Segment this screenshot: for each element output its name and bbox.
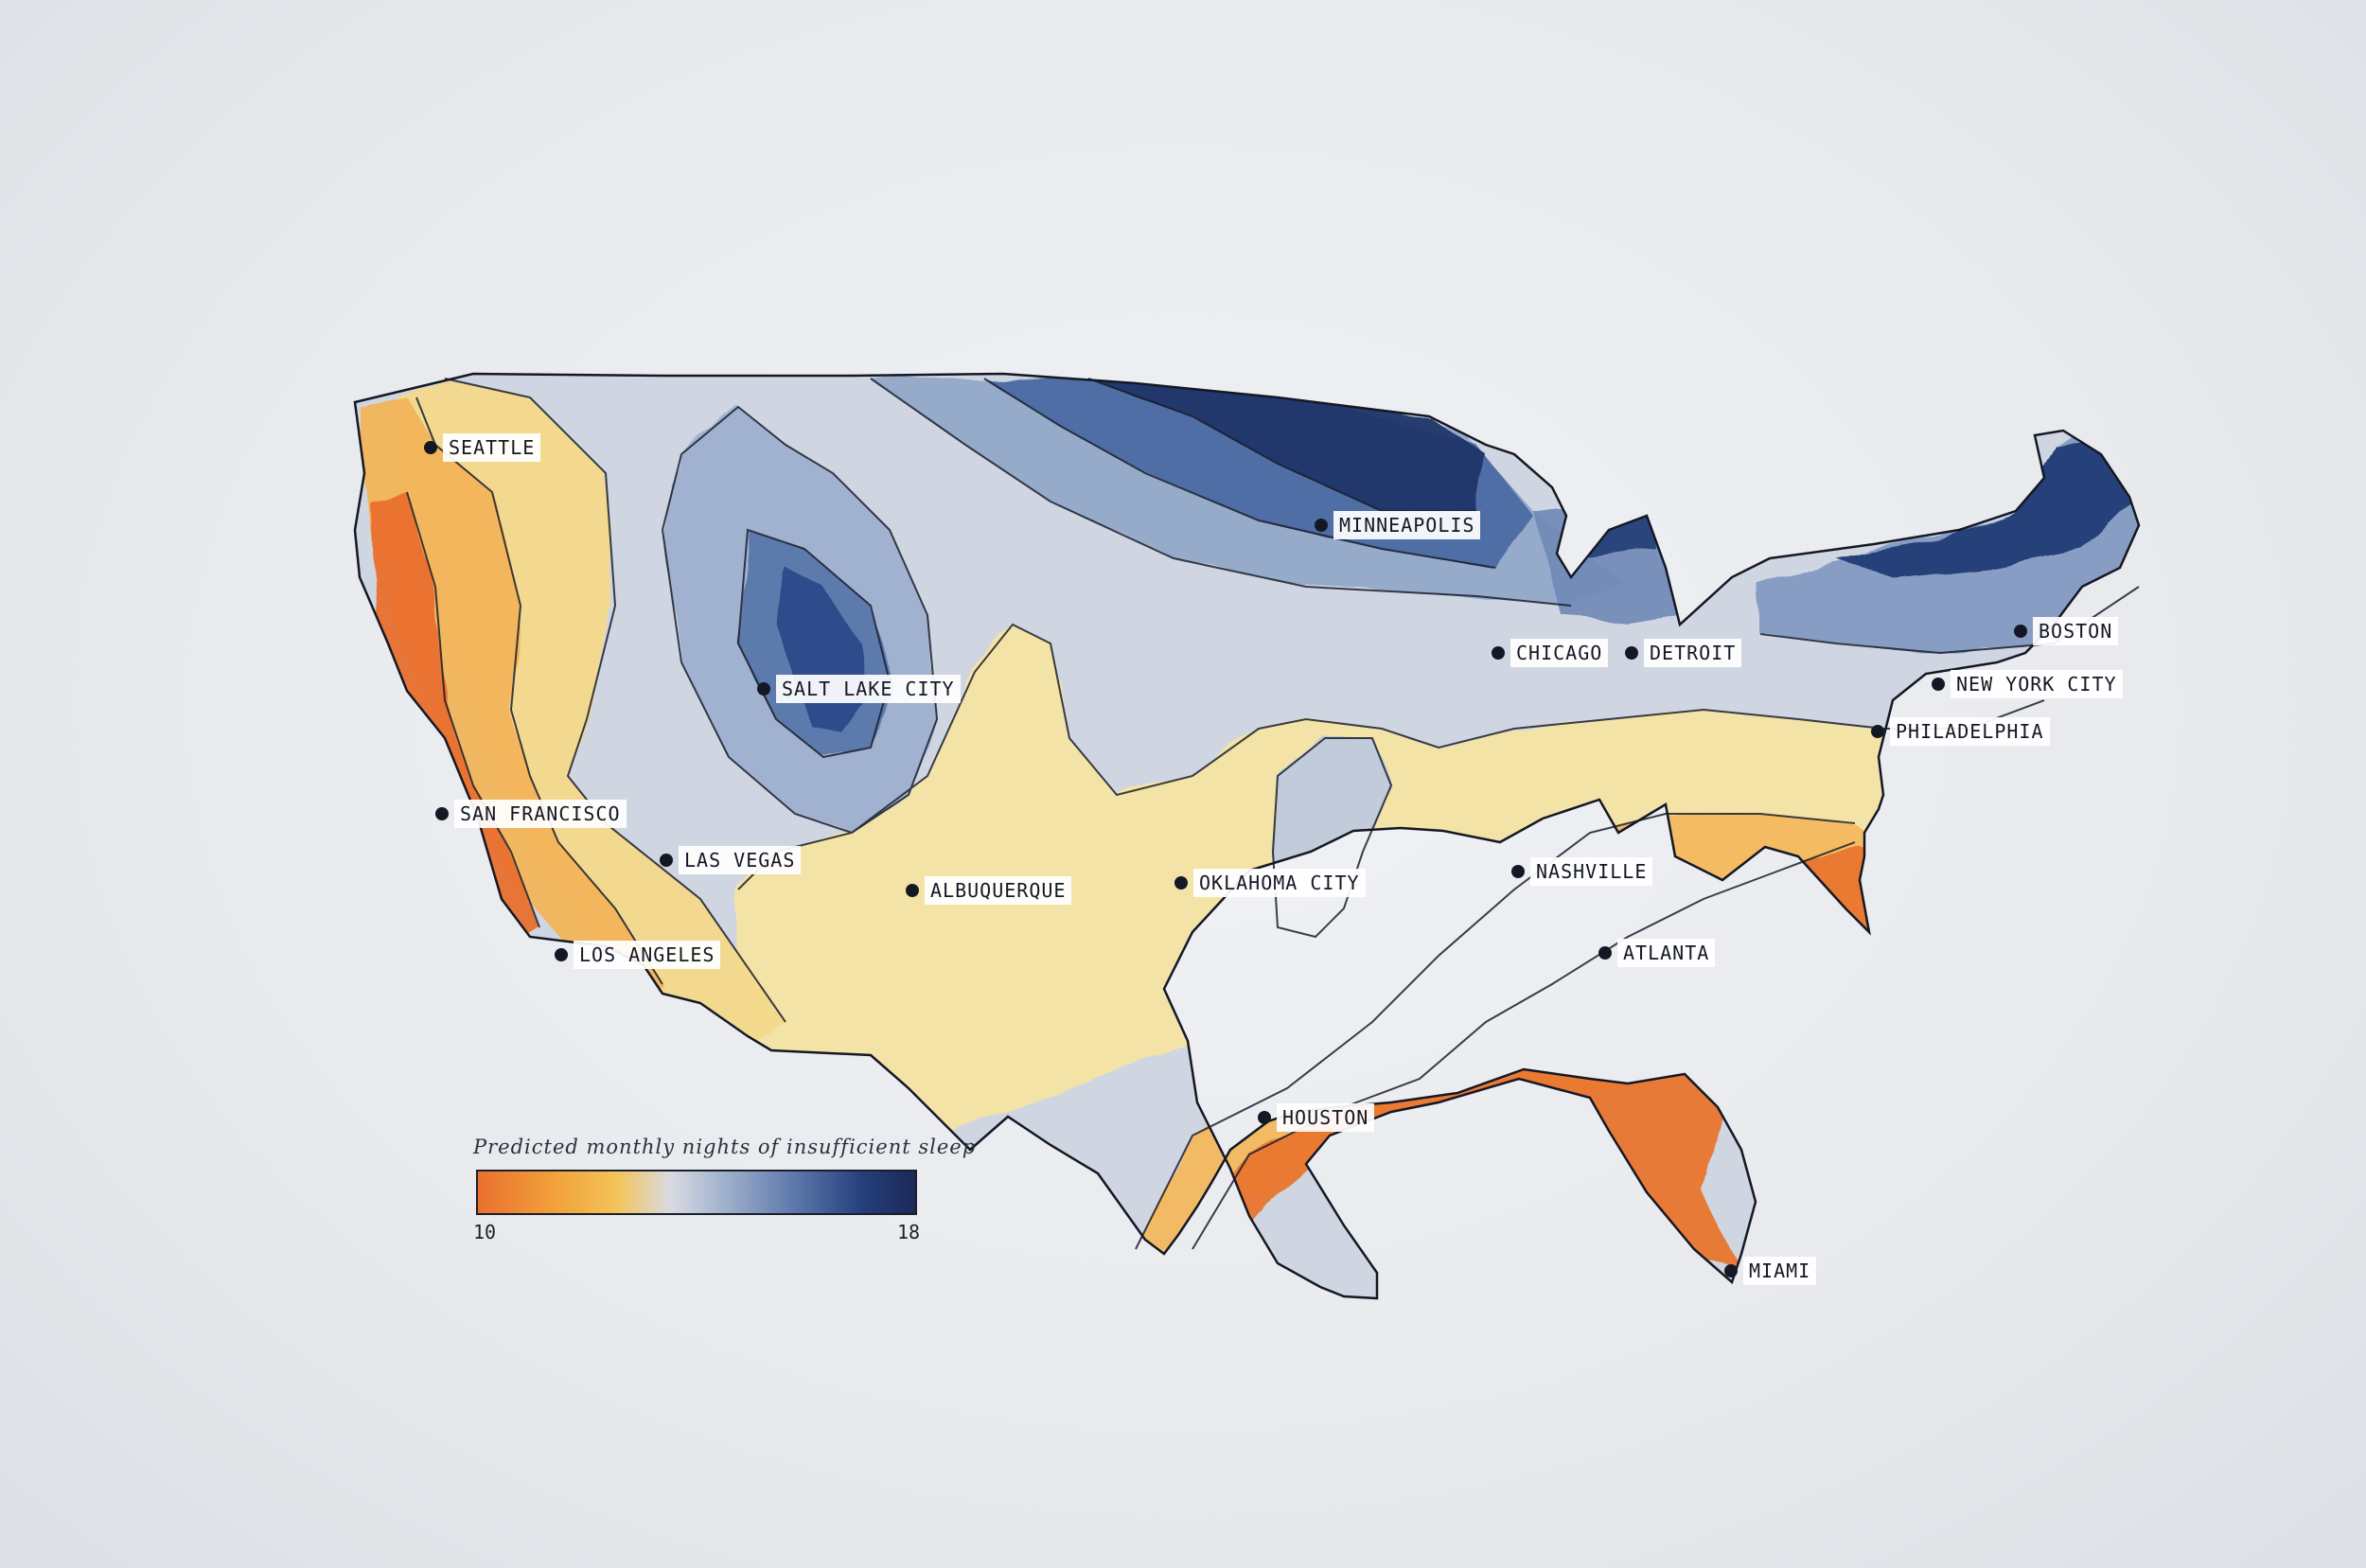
city-dot-icon [555,948,568,961]
city-label: CHICAGO [1510,639,1609,667]
city-marker-las-vegas[interactable]: LAS VEGAS [660,846,802,874]
city-marker-seattle[interactable]: SEATTLE [424,433,541,462]
city-marker-nashville[interactable]: NASHVILLE [1511,857,1653,886]
city-marker-san-francisco[interactable]: SAN FRANCISCO [435,800,627,828]
city-marker-miami[interactable]: MIAMI [1724,1257,1817,1285]
city-dot-icon [1598,946,1612,960]
city-label: BOSTON [2033,617,2119,645]
legend-color-scale [476,1170,917,1215]
city-label: LOS ANGELES [574,941,721,969]
city-dot-icon [1315,519,1328,532]
city-label: NEW YORK CITY [1951,670,2123,698]
city-marker-chicago[interactable]: CHICAGO [1492,639,1609,667]
city-dot-icon [1724,1264,1738,1277]
city-label: MIAMI [1743,1257,1817,1285]
city-dot-icon [1492,646,1505,660]
city-label: NASHVILLE [1530,857,1653,886]
city-label: ALBUQUERQUE [925,876,1072,905]
city-marker-los-angeles[interactable]: LOS ANGELES [555,941,721,969]
legend-max-label: 18 [897,1221,921,1243]
city-marker-houston[interactable]: HOUSTON [1258,1103,1375,1132]
city-label: ATLANTA [1617,939,1716,967]
city-dot-icon [1871,725,1884,738]
city-dot-icon [1625,646,1638,660]
city-marker-atlanta[interactable]: ATLANTA [1598,939,1716,967]
city-marker-albuquerque[interactable]: ALBUQUERQUE [906,876,1072,905]
city-label: SEATTLE [443,433,541,462]
city-label: MINNEAPOLIS [1333,511,1481,539]
city-label: SAN FRANCISCO [454,800,627,828]
city-dot-icon [1932,678,1945,691]
city-label: DETROIT [1644,639,1742,667]
city-dot-icon [906,884,919,897]
city-label: OKLAHOMA CITY [1193,869,1366,897]
city-marker-oklahoma-city[interactable]: OKLAHOMA CITY [1174,869,1366,897]
city-marker-minneapolis[interactable]: MINNEAPOLIS [1315,511,1481,539]
city-label: LAS VEGAS [679,846,802,874]
city-dot-icon [1258,1111,1271,1124]
city-label: PHILADELPHIA [1890,717,2050,746]
city-marker-philadelphia[interactable]: PHILADELPHIA [1871,717,2050,746]
city-dot-icon [424,441,437,454]
city-dot-icon [435,807,449,820]
city-marker-salt-lake-city[interactable]: SALT LAKE CITY [757,675,961,703]
city-dot-icon [1511,865,1525,878]
city-dot-icon [660,854,673,867]
city-marker-boston[interactable]: BOSTON [2014,617,2119,645]
city-marker-detroit[interactable]: DETROIT [1625,639,1742,667]
city-marker-new-york-city[interactable]: NEW YORK CITY [1932,670,2123,698]
city-dot-icon [757,682,770,696]
city-label: SALT LAKE CITY [776,675,961,703]
city-dot-icon [2014,625,2027,638]
city-dot-icon [1174,876,1188,890]
legend-title: Predicted monthly nights of insufficient… [473,1136,977,1158]
legend-min-label: 10 [473,1221,497,1243]
city-label: HOUSTON [1277,1103,1375,1132]
